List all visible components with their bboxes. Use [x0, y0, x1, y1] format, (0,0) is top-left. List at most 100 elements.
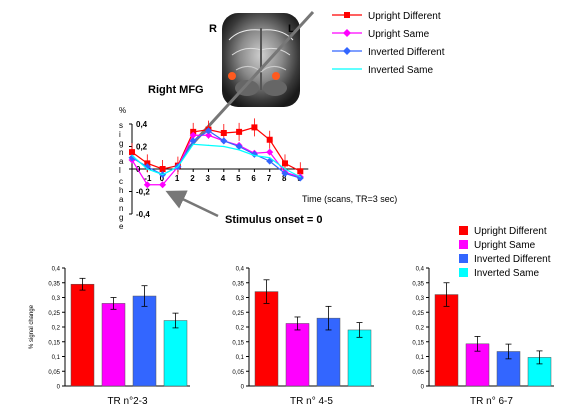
bar-chart-y-tick-label: 0	[241, 385, 245, 391]
line-point	[205, 127, 212, 135]
bar-chart-y-tick-label: 0,1	[236, 355, 245, 361]
activation-spot-right	[228, 72, 236, 80]
line-point	[143, 163, 151, 171]
bar-chart-y-tick-label: 0,4	[52, 267, 61, 273]
line-point	[282, 160, 288, 167]
bar-chart-y-tick-label: 0,15	[48, 340, 60, 346]
line-point	[162, 174, 164, 176]
region-label: Right MFG	[148, 84, 204, 96]
legend-top-marker	[343, 47, 351, 55]
line-point	[207, 144, 210, 146]
bar-chart-y-tick-label: 0,25	[232, 311, 244, 317]
bar-chart-y-tick-label: 0,25	[48, 311, 60, 317]
bar-chart-y-tick-label: 0,35	[48, 281, 60, 287]
line-point	[269, 157, 271, 159]
line-point	[238, 149, 240, 151]
line-chart-y-label-char: h	[119, 186, 123, 195]
brain-label-r: R	[209, 23, 217, 35]
line-chart-x-tick-label: 1	[175, 174, 180, 183]
bar-chart-y-tick-label: 0,4	[416, 267, 425, 273]
bar-chart-y-label: % signal change	[29, 304, 35, 349]
line-point	[143, 181, 151, 189]
line-point	[281, 170, 289, 177]
line-chart-y-label-char: g	[119, 139, 123, 148]
bar-chart-y-tick-label: 0,05	[232, 370, 244, 376]
bar-chart-y-tick-label: 0,15	[412, 340, 424, 346]
legend-bottom-swatch	[459, 226, 468, 235]
line-point	[131, 154, 133, 157]
bar-chart-y-tick-label: 0,4	[236, 267, 245, 273]
legend-top-label: Upright Different	[368, 11, 441, 22]
line-point	[128, 154, 136, 162]
line-point	[192, 143, 194, 145]
line-point	[159, 181, 167, 189]
bar-upright-different	[254, 291, 279, 387]
line-chart-y-label-char: i	[119, 130, 121, 139]
bar-chart-y-tick-label: 0,35	[232, 281, 244, 287]
brain-label-l: L	[288, 23, 295, 35]
bar-chart-tr-4-5: 0 0,05 0,1 0,15 0,2 0,25 0,3 0,35 0,4 TR n° 4-5	[232, 267, 374, 407]
bar-chart-x-label: TR n° 6-7	[470, 396, 513, 407]
bar-inverted-different	[132, 295, 157, 387]
line-chart-y-label-char: %	[119, 106, 126, 115]
line-series-1	[131, 134, 301, 186]
line-chart: 0,40,20-0,2-0,4-10123456789Time (scans, …	[119, 106, 397, 231]
line-chart-x-tick-label: 5	[236, 174, 241, 183]
line-series-3	[131, 143, 301, 178]
bar-chart-y-tick-label: 0,25	[412, 311, 424, 317]
bar-chart-tr-6-7: 0 0,05 0,1 0,15 0,2 0,25 0,3 0,35 0,4 TR n° 6-7	[412, 267, 554, 407]
bar-chart-x-label: TR n° 4-5	[290, 396, 333, 407]
line-point	[159, 166, 166, 172]
bar-chart-y-tick-label: 0,2	[416, 326, 425, 332]
line-chart-y-tick-label: -0,4	[136, 210, 150, 219]
line-chart-y-label-char: g	[119, 213, 123, 222]
line-chart-x-tick-label: 6	[251, 174, 256, 183]
legend-bottom-swatch	[459, 254, 468, 263]
bar-chart-y-tick-label: 0	[421, 385, 425, 391]
line-point	[189, 131, 197, 139]
line-point	[299, 176, 301, 178]
line-point	[266, 148, 274, 156]
line-chart-y-label-char: n	[119, 204, 123, 213]
legend-bottom-label: Inverted Same	[474, 268, 539, 279]
bar-chart-y-tick-label: 0,3	[416, 296, 425, 302]
line-chart-x-tick-label: 0	[160, 174, 165, 183]
line-chart-y-label-char: c	[119, 177, 123, 186]
line-chart-y-label-char: a	[119, 157, 124, 166]
line-point	[223, 145, 225, 148]
line-chart-y-label-char: l	[119, 166, 121, 175]
line-chart-x-tick-label: 8	[282, 174, 287, 183]
bar-upright-same	[285, 323, 310, 387]
bar-chart-y-tick-label: 0,3	[52, 296, 61, 302]
bar-chart-y-tick-label: 0,15	[232, 340, 244, 346]
line-chart-y-tick-label: -0,2	[136, 188, 150, 197]
bar-upright-different	[70, 283, 95, 387]
activation-spot-left	[272, 72, 280, 80]
legend-bottom-swatch	[459, 268, 468, 277]
bar-chart-y-tick-label: 0,05	[48, 370, 60, 376]
line-chart-y-tick-label: 0,2	[136, 143, 148, 152]
line-point	[235, 143, 243, 150]
line-series-0	[131, 126, 301, 172]
line-chart-y-label-char: e	[119, 222, 124, 231]
line-point	[177, 166, 179, 168]
line-point	[220, 137, 228, 145]
bar-chart-y-tick-label: 0,1	[416, 355, 425, 361]
line-point	[189, 137, 197, 145]
bar-inverted-same	[347, 329, 372, 387]
bar-chart-y-tick-label: 0,1	[52, 355, 61, 361]
legend-top-marker	[344, 12, 350, 18]
legend-top-label: Upright Same	[368, 29, 430, 40]
line-chart-x-tick-label: 7	[267, 174, 272, 183]
bar-chart-tr-2-3: 0 0,05 0,1 0,15 0,2 0,25 0,3 0,35 0,4 TR n°2-3 % s…	[29, 267, 190, 407]
line-point	[266, 136, 273, 143]
stimulus-onset-arrow	[165, 190, 219, 218]
line-point	[251, 124, 258, 131]
legend-top-label: Inverted Different	[368, 47, 445, 58]
brain-slice-image	[222, 13, 300, 107]
line-point	[297, 168, 304, 175]
bar-upright-different	[434, 294, 459, 387]
line-point	[236, 128, 243, 135]
bar-upright-same	[101, 303, 126, 387]
line-point	[129, 149, 135, 156]
